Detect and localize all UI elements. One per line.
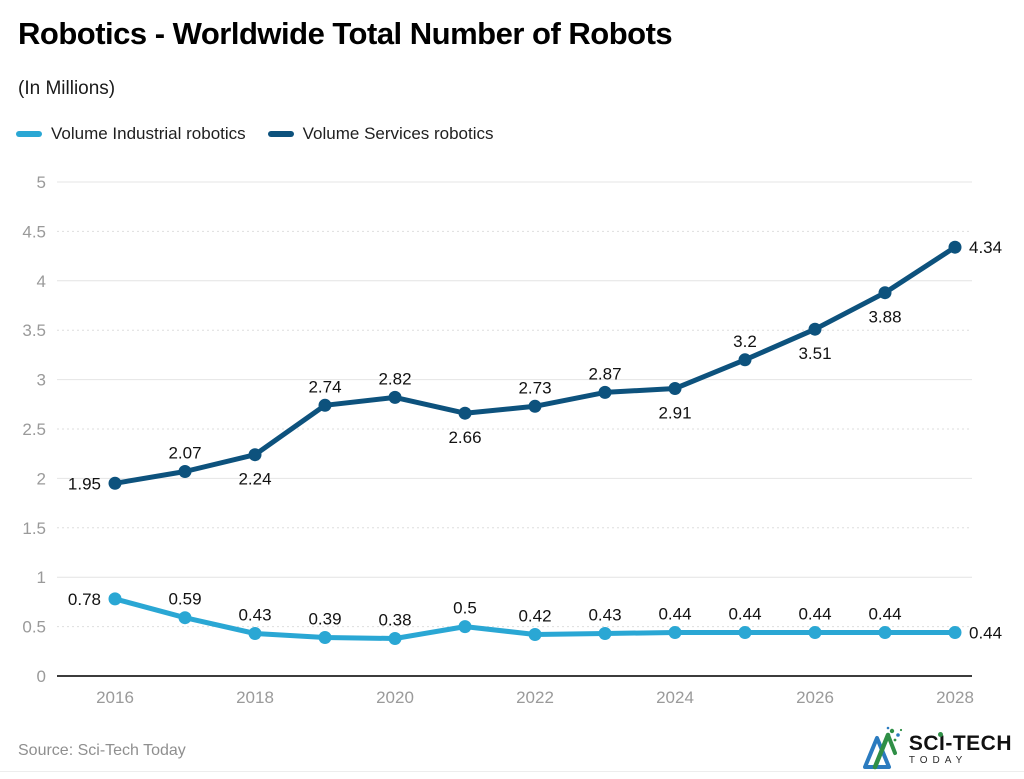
x-axis-tick-label: 2016 [96, 688, 134, 707]
logo-i-dot [937, 731, 943, 737]
data-point[interactable] [878, 286, 892, 300]
data-label: 2.73 [518, 378, 551, 397]
data-point[interactable] [948, 240, 962, 254]
data-point[interactable] [248, 627, 262, 640]
y-axis-tick-label: 2.5 [22, 420, 46, 439]
data-label: 2.07 [168, 444, 201, 463]
data-label: 2.66 [448, 428, 481, 447]
y-axis-tick-label: 3 [37, 371, 46, 390]
logo-secondary-text: TODAY [908, 754, 968, 766]
data-point[interactable] [318, 398, 332, 412]
legend-item[interactable]: Volume Industrial robotics [16, 124, 246, 144]
data-label: 4.34 [969, 238, 1002, 257]
chart-legend: Volume Industrial robotics Volume Service… [16, 124, 494, 144]
data-label: 3.51 [798, 344, 831, 363]
data-label: 0.38 [378, 611, 411, 630]
x-axis-tick-label: 2026 [796, 688, 834, 707]
data-point[interactable] [738, 353, 752, 367]
data-label: 1.95 [68, 474, 101, 493]
data-label: 0.39 [308, 610, 341, 629]
y-axis-tick-label: 0 [37, 667, 46, 686]
y-axis-tick-label: 1 [37, 568, 46, 587]
data-point[interactable] [318, 631, 332, 644]
data-label: 0.42 [518, 607, 551, 626]
data-label: 3.2 [733, 332, 757, 351]
bottom-divider [0, 771, 1024, 772]
data-point[interactable] [108, 476, 122, 490]
data-point[interactable] [598, 385, 612, 399]
data-label: 0.44 [969, 624, 1002, 643]
data-point[interactable] [808, 626, 822, 639]
data-point[interactable] [388, 390, 402, 404]
legend-label: Volume Services robotics [302, 124, 494, 143]
series-line [112, 244, 958, 486]
data-label: 2.91 [658, 404, 691, 423]
data-point[interactable] [668, 626, 682, 639]
data-point[interactable] [948, 626, 962, 639]
y-axis-tick-label: 3.5 [22, 321, 46, 340]
series-volume-industrial-robotics: 0.78 0.59 0.43 0.39 0.38 0.5 0.42 0.43 0.44 0.44 0… [68, 590, 1002, 645]
data-point[interactable] [528, 628, 542, 641]
scitech-logo: SCI-TECH TODAY [861, 726, 1012, 772]
data-point[interactable] [668, 382, 682, 395]
x-axis-tick-label: 2028 [936, 688, 974, 707]
data-point[interactable] [388, 632, 402, 645]
y-axis-tick-label: 1.5 [22, 519, 46, 538]
data-label: 0.43 [588, 606, 621, 625]
x-axis-tick-label: 2022 [516, 688, 554, 707]
y-axis-tick-labels: 0 0.5 1 1.5 2 2.5 3 3.5 4 4.5 5 [22, 173, 46, 686]
y-axis-tick-label: 4 [37, 272, 46, 291]
data-point[interactable] [738, 626, 752, 639]
source-note: Source: Sci-Tech Today [18, 742, 186, 759]
data-point[interactable] [178, 465, 192, 478]
x-axis-tick-label: 2018 [236, 688, 274, 707]
chart-title: Robotics - Worldwide Total Number of Rob… [18, 16, 673, 51]
data-point[interactable] [598, 627, 612, 640]
data-label: 2.87 [588, 364, 621, 383]
data-label: 2.24 [238, 470, 271, 489]
logo-text-block: SCI-TECH TODAY [908, 731, 1012, 766]
logo-primary-text: SCI-TECH [908, 731, 1012, 755]
x-axis-tick-label: 2024 [656, 688, 694, 707]
y-axis-tick-label: 0.5 [22, 618, 46, 637]
data-point[interactable] [248, 448, 262, 462]
legend-swatch [267, 131, 294, 137]
data-label: 0.78 [68, 590, 101, 609]
legend-item[interactable]: Volume Services robotics [267, 124, 494, 144]
data-label: 0.44 [728, 605, 761, 624]
data-point[interactable] [878, 626, 892, 639]
chart-subtitle: (In Millions) [18, 78, 116, 99]
data-point[interactable] [808, 322, 822, 336]
data-point[interactable] [528, 399, 542, 413]
data-label: 0.44 [658, 605, 691, 624]
data-label: 3.88 [868, 308, 901, 327]
data-point[interactable] [458, 406, 472, 420]
legend-label: Volume Industrial robotics [51, 124, 246, 143]
scitech-logo-icon [862, 726, 902, 770]
data-point[interactable] [178, 611, 192, 625]
data-label: 0.43 [238, 606, 271, 625]
data-label: 0.5 [453, 599, 477, 618]
y-axis-tick-label: 2 [37, 469, 46, 488]
y-axis-tick-label: 4.5 [22, 222, 46, 241]
data-label: 2.74 [308, 377, 341, 396]
data-label: 0.59 [168, 590, 201, 609]
data-label: 0.44 [868, 605, 901, 624]
legend-swatch [16, 131, 42, 137]
data-label: 0.44 [798, 605, 831, 624]
x-axis-tick-label: 2020 [376, 688, 414, 707]
data-label: 2.82 [378, 369, 411, 388]
data-point[interactable] [458, 620, 472, 634]
x-axis-tick-labels: 2016 2018 2020 2022 2024 2026 2028 [96, 688, 974, 707]
series-volume-services-robotics: 1.95 2.07 2.24 2.74 2.82 2.66 2.73 2.87 2.91 3.2 3… [68, 238, 1002, 493]
gridlines [57, 181, 972, 628]
y-axis-tick-label: 5 [37, 173, 46, 192]
data-point[interactable] [108, 592, 122, 606]
